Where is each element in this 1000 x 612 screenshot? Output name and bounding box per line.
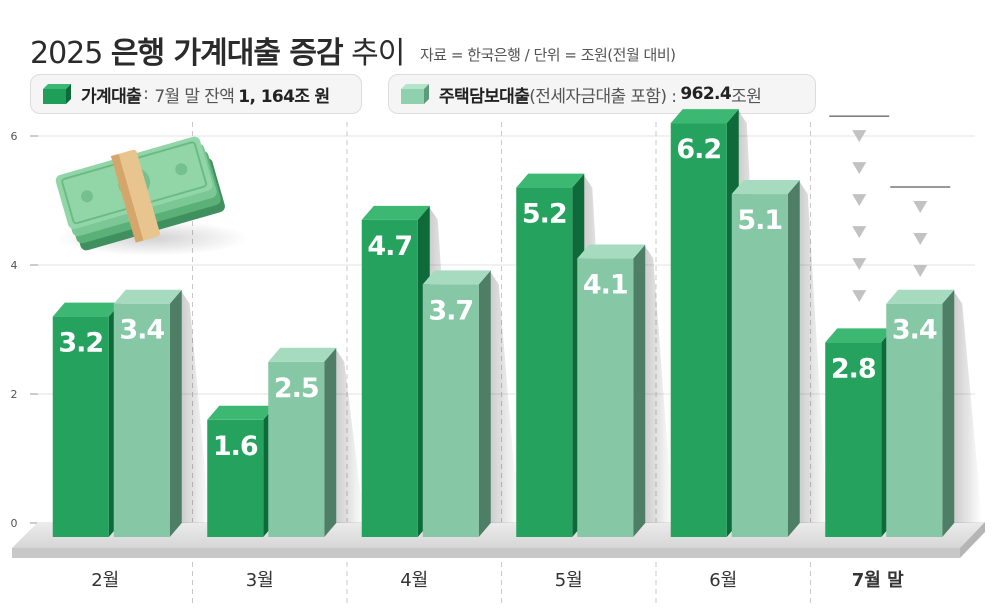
- bar-front: [731, 194, 788, 538]
- bar-front: [422, 284, 479, 537]
- legend-unit: 원: [314, 86, 330, 107]
- legend-label: 주택담보대출: [439, 86, 530, 107]
- y-tick-label: 2: [11, 388, 18, 401]
- bar-side: [324, 347, 337, 537]
- legend-unit: 조원: [731, 86, 762, 107]
- bar-value-label: 4.7: [367, 231, 412, 262]
- bar-top: [422, 270, 491, 285]
- x-axis-label: 6월: [709, 570, 737, 591]
- legend-swatch-green-cube-icon: [43, 84, 71, 104]
- money-stack-icon: [55, 136, 247, 256]
- bar-front: [886, 303, 943, 537]
- bar-value-label: 6.2: [676, 134, 721, 165]
- chart-title: 2025 은행 가계대출 증감 추이: [30, 28, 405, 72]
- bar-value-label: 3.7: [428, 295, 473, 326]
- bar-side: [478, 270, 491, 537]
- down-arrow-icon: [852, 226, 867, 239]
- source-note: 자료 = 한국은행 / 단위 = 조원(전월 대비): [420, 46, 676, 64]
- bar-front: [577, 258, 634, 537]
- bar-value-label: 5.2: [522, 199, 567, 230]
- x-axis-label: 3월: [246, 570, 274, 591]
- bar-top: [577, 244, 646, 259]
- bar-top: [886, 289, 955, 304]
- down-arrow-icon: [852, 290, 867, 303]
- legend-swatch-light-green-cube-icon: [401, 84, 429, 104]
- x-axis-label: 2월: [91, 570, 119, 591]
- down-arrow-icon: [852, 258, 867, 271]
- x-axis-labels: 2월 3월 4월 5월 6월 7월 말: [91, 570, 904, 591]
- bar-mortgage: 2.5: [268, 347, 365, 537]
- bar-top: [670, 109, 739, 124]
- down-arrow-icon: [913, 265, 928, 278]
- down-arrow-icon: [913, 201, 928, 214]
- bar-top: [361, 205, 430, 220]
- bar-value-label: 5.1: [737, 205, 782, 236]
- bar-front: [207, 419, 264, 537]
- bar-mortgage: 3.4: [113, 289, 210, 537]
- legend-mortgage-loan: 주택담보대출 (전세자금대출 포함) : 962.4 조원: [388, 74, 816, 114]
- bar-top: [731, 180, 800, 195]
- bar-front: [516, 187, 573, 537]
- bar-top: [52, 302, 121, 317]
- bar-front: [52, 316, 109, 537]
- bar-side: [169, 289, 182, 537]
- legend-caption: 7월 말 잔액: [154, 86, 235, 107]
- bar-front: [670, 123, 727, 537]
- bar-top: [825, 328, 894, 343]
- bar-side: [942, 289, 955, 537]
- bar-top: [113, 289, 182, 304]
- bar-top: [516, 173, 585, 188]
- legend-label: 가계대출: [81, 86, 142, 107]
- title-light: 추이: [351, 36, 405, 71]
- bar-front: [268, 361, 325, 537]
- x-axis-label: 5월: [555, 570, 583, 591]
- title-bold: 은행 가계대출 증감: [110, 36, 344, 71]
- bar-mortgage: 3.4: [886, 289, 983, 537]
- bar-mortgage: 3.7: [422, 270, 519, 537]
- y-tick-label: 4: [11, 259, 18, 272]
- bar-value-label: 1.6: [213, 431, 258, 462]
- bar-value-label: 3.4: [119, 315, 164, 346]
- bar-value-label: 3.4: [892, 315, 937, 346]
- down-arrow-icon: [852, 130, 867, 143]
- legend-value: 1, 164조: [238, 86, 310, 107]
- legend-value: 962.4: [680, 84, 732, 104]
- bar-mortgage: 4.1: [577, 244, 674, 538]
- legend-caption: (전세자금대출 포함) :: [529, 86, 677, 107]
- y-tick-label: 6: [11, 130, 18, 143]
- title-year: 2025: [30, 36, 103, 71]
- bar-front: [825, 342, 882, 537]
- bar-top: [268, 347, 337, 362]
- down-arrow-icon: [852, 162, 867, 175]
- x-axis-label: 4월: [400, 570, 428, 591]
- bars: 3.2 3.4 1.6 2.5 4.7 3.7 5.2 4.1 6.2 5.1 2.8 3.4: [52, 109, 983, 538]
- y-tick-label: 0: [11, 517, 18, 530]
- y-axis-ticks: 0 2 4 6: [11, 130, 38, 530]
- bar-side: [633, 244, 646, 538]
- down-arrow-icon: [913, 233, 928, 246]
- decrease-arrows: [829, 115, 951, 303]
- bar-value-label: 2.5: [274, 373, 319, 404]
- bar-front: [361, 219, 418, 537]
- bar-side: [787, 180, 800, 538]
- bar-top: [207, 405, 276, 420]
- legend-colon: :: [143, 84, 149, 104]
- bar-front: [113, 303, 170, 537]
- bar-mortgage: 5.1: [731, 180, 828, 538]
- legend-household-loan: 가계대출 : 7월 말 잔액 1, 164조 원: [30, 74, 362, 114]
- down-arrow-icon: [852, 194, 867, 207]
- bar-value-label: 3.2: [58, 328, 103, 359]
- x-axis-label: 7월 말: [852, 570, 904, 591]
- bar-value-label: 2.8: [831, 353, 876, 384]
- bar-value-label: 4.1: [583, 270, 628, 301]
